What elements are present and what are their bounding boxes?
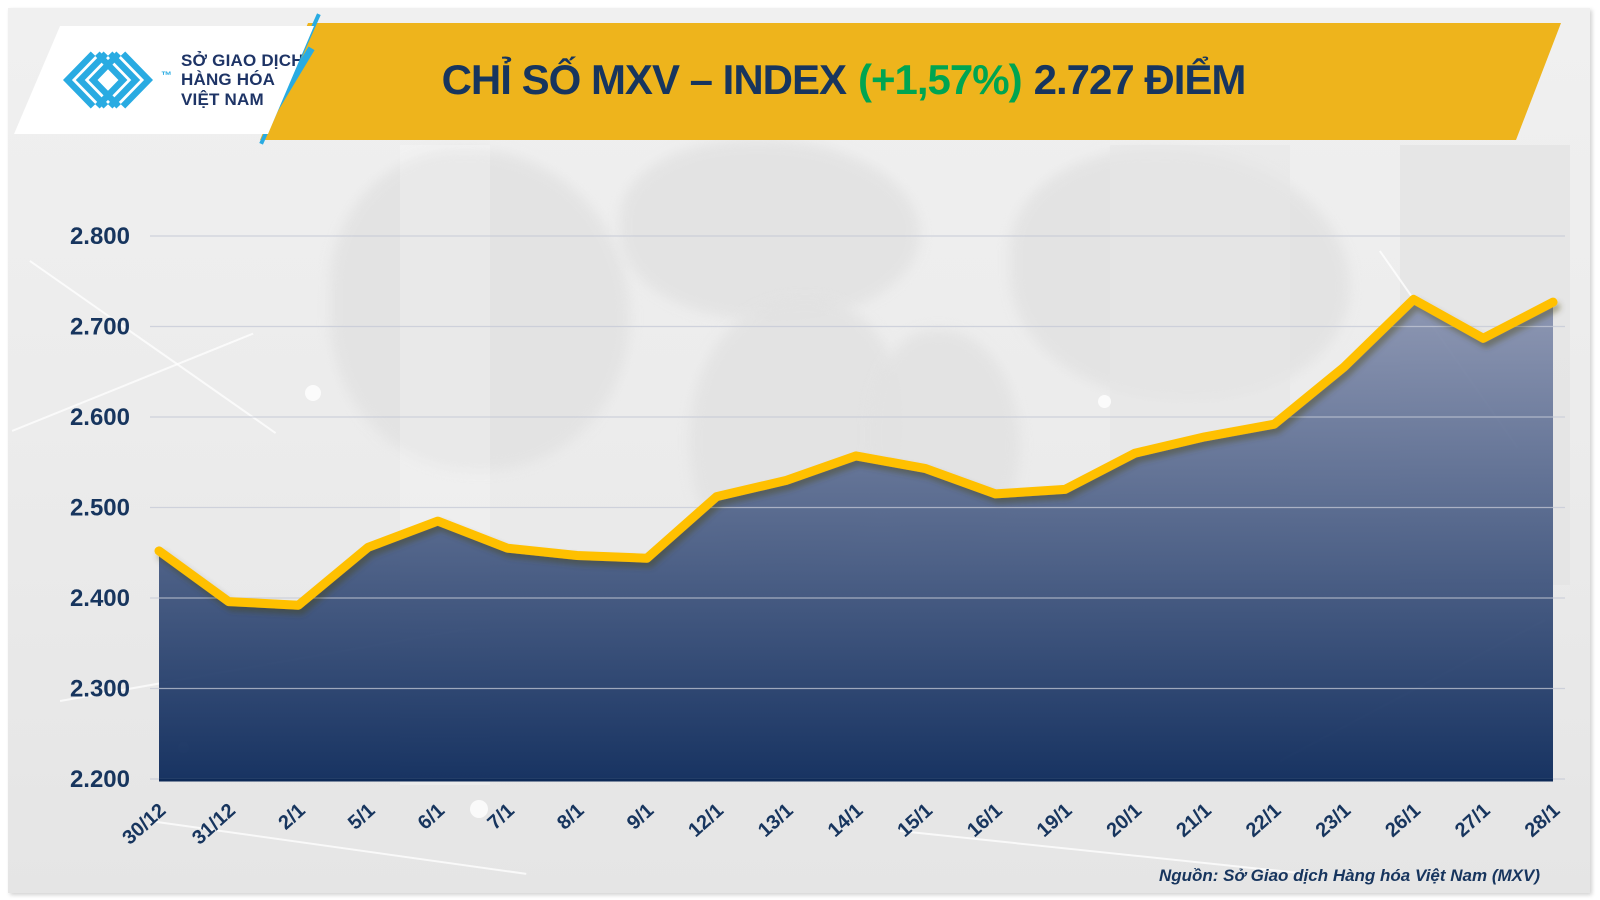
x-axis-label: 19/1	[1033, 799, 1077, 841]
y-axis-label: 2.300	[70, 676, 130, 703]
title-change-percent: (+1,57%)	[858, 55, 1022, 103]
x-axis-label: 7/1	[483, 799, 518, 834]
source-caption: Nguồn: Sở Giao dịch Hàng hóa Việt Nam (M…	[1158, 866, 1540, 885]
x-axis-label: 28/1	[1521, 799, 1565, 841]
x-axis-label: 26/1	[1381, 799, 1425, 841]
area-fill	[159, 299, 1553, 779]
network-node-dot	[305, 385, 321, 401]
x-axis-label: 5/1	[344, 799, 379, 834]
mxv-logo-card: ™ SỞ GIAO DỊCH HÀNG HÓA VIỆT NAM	[14, 26, 314, 134]
y-axis-label: 2.600	[70, 404, 130, 431]
logo-text-line3: VIỆT NAM	[181, 89, 264, 109]
x-axis-label: 16/1	[963, 799, 1007, 841]
network-node-dot	[1098, 395, 1111, 408]
y-axis-label: 2.500	[70, 495, 130, 522]
index-line	[154, 294, 1558, 610]
logo-text: SỞ GIAO DỊCH HÀNG HÓA VIỆT NAM	[181, 51, 304, 110]
y-axis-label: 2.800	[70, 223, 130, 250]
x-axis-label: 2/1	[274, 799, 309, 834]
map-watermark-blob	[620, 140, 920, 320]
trademark-symbol: ™	[161, 70, 172, 82]
x-axis-label: 15/1	[893, 799, 937, 841]
title-banner: CHỈ SỐ MXV – INDEX (+1,57%) 2.727 ĐIỂM	[260, 23, 1561, 140]
x-axis-label: 31/12	[188, 799, 240, 849]
mxv-logo-icon	[58, 48, 158, 112]
logo-text-line1: SỞ GIAO DỊCH	[181, 50, 304, 70]
x-axis-label: 12/1	[684, 799, 728, 841]
logo-text-line2: HÀNG HÓA	[181, 70, 276, 90]
x-axis-label: 30/12	[118, 799, 170, 849]
page-title: CHỈ SỐ MXV – INDEX (+1,57%) 2.727 ĐIỂM	[442, 56, 1246, 104]
y-axis-label: 2.400	[70, 585, 130, 612]
network-node-dot	[470, 800, 488, 818]
x-axis-label: 20/1	[1102, 799, 1146, 841]
x-axis-label: 14/1	[824, 799, 868, 841]
x-axis-label: 27/1	[1451, 799, 1495, 841]
x-axis-label: 6/1	[414, 799, 449, 834]
x-axis-label: 23/1	[1312, 799, 1356, 841]
x-axis-label: 8/1	[553, 799, 588, 834]
mxv-logo: ™ SỞ GIAO DỊCH HÀNG HÓA VIỆT NAM	[14, 48, 304, 112]
y-axis-label: 2.700	[70, 314, 130, 341]
title-points: 2.727 ĐIỂM	[1033, 55, 1246, 103]
title-main: CHỈ SỐ MXV – INDEX	[441, 55, 847, 103]
x-axis-label: 13/1	[754, 799, 798, 841]
x-axis-label: 22/1	[1242, 799, 1286, 841]
x-axis-label: 21/1	[1172, 799, 1216, 841]
x-axis-label: 9/1	[623, 799, 658, 834]
y-axis-label: 2.200	[70, 766, 130, 793]
